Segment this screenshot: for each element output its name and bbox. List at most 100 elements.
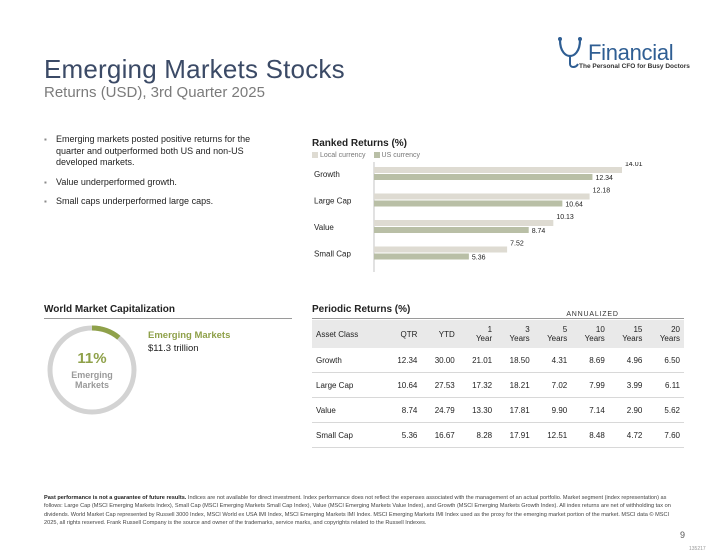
table-cell: 8.28 [458, 422, 497, 448]
bar-local [374, 220, 554, 226]
table-cell: 4.72 [608, 422, 647, 448]
table-row: Large Cap 10.64 27.53 17.32 18.21 7.02 7… [312, 372, 684, 398]
col-15-years: 15 Years [608, 320, 647, 348]
stethoscope-logo-icon [558, 37, 582, 68]
chart-legend: Local currency US currency [312, 152, 420, 159]
document-code: 135217 [689, 546, 706, 552]
bar-us [374, 200, 563, 207]
bar-us [374, 227, 529, 233]
summary-bullets: Emerging markets posted positive returns… [44, 134, 274, 216]
table-cell: 24.79 [421, 397, 459, 423]
periodic-returns-table: Asset Class QTR YTD 1 Year 3 Years 5 Years … [312, 320, 684, 448]
table-cell: 6.11 [646, 372, 684, 398]
table-cell: 21.01 [458, 348, 497, 373]
data-label: 7.52 [510, 241, 524, 248]
table-cell: 9.90 [533, 397, 572, 423]
ranked-returns-chart: Growth 14.01 12.34 Large Cap 12.18 10.64 Value… [314, 162, 643, 272]
emerging-markets-label: Emerging Markets [148, 330, 231, 341]
annualized-header: ANNUALIZED [566, 311, 619, 318]
legend-local-currency: Local currency [312, 152, 366, 159]
cell-asset-class: Small Cap [312, 422, 384, 448]
bar-local [374, 246, 508, 253]
col-5-years: 5 Years [533, 320, 572, 348]
cell-asset-class: Large Cap [312, 372, 384, 398]
world-market-cap-title: World Market Capitalization [44, 304, 175, 315]
table-cell: 4.31 [533, 348, 572, 373]
table-row: Value 8.74 24.79 13.30 17.81 9.90 7.14 2… [312, 397, 684, 423]
table-cell: 18.50 [496, 348, 534, 373]
page-number: 9 [680, 530, 686, 540]
table-cell: 18.21 [496, 372, 534, 398]
table-cell: 8.48 [571, 422, 609, 448]
cell-asset-class: Growth [312, 348, 384, 373]
table-row: Small Cap 5.36 16.67 8.28 17.91 12.51 8.… [312, 422, 684, 448]
table-cell: 7.02 [533, 372, 572, 398]
table-cell: 13.30 [458, 397, 497, 423]
table-cell: 30.00 [421, 348, 459, 373]
data-label: 8.74 [532, 228, 546, 235]
bullet-item: Value underperformed growth. [44, 177, 274, 189]
bullet-item: Emerging markets posted positive returns… [44, 134, 274, 169]
table-row: Growth 12.34 30.00 21.01 18.50 4.31 8.69… [312, 348, 684, 373]
table-cell: 12.51 [533, 422, 572, 448]
col-1-year: 1 Year [458, 320, 497, 348]
category-label: Growth [314, 170, 340, 179]
table-cell: 17.32 [458, 372, 497, 398]
col-ytd: YTD [421, 320, 459, 348]
col-20-years: 20 Years [646, 320, 684, 348]
disclosure-footnote: Past performance is not a guarantee of f… [44, 495, 671, 527]
section-divider [44, 318, 292, 319]
cell-asset-class: Value [312, 397, 384, 423]
col-10-years: 10 Years [571, 320, 609, 348]
donut-percent: 11% [77, 350, 107, 367]
col-asset-class: Asset Class [312, 320, 384, 348]
category-label: Large Cap [314, 197, 352, 206]
data-label: 12.34 [595, 175, 613, 182]
table-cell: 8.69 [571, 348, 609, 373]
table-cell: 5.36 [384, 422, 422, 448]
legend-swatch [373, 152, 380, 159]
logo-tagline: The Personal CFO for Busy Doctors [579, 63, 690, 70]
data-label: 14.01 [625, 162, 643, 168]
table-cell: 7.60 [646, 422, 684, 448]
data-label: 10.13 [556, 214, 574, 221]
table-cell: 5.62 [646, 397, 684, 423]
section-divider [312, 318, 684, 319]
logo-wordmark: Financial [588, 40, 674, 65]
donut-center-label: Emerging Markets [71, 370, 113, 390]
bar-local [374, 193, 590, 200]
col-qtr: QTR [384, 320, 422, 348]
table-cell: 6.50 [646, 348, 684, 373]
table-cell: 2.90 [608, 397, 647, 423]
table-cell: 12.34 [384, 348, 422, 373]
table-cell: 3.99 [608, 372, 647, 398]
category-label: Small Cap [314, 250, 351, 259]
ranked-returns-title: Ranked Returns (%) [312, 138, 408, 149]
table-header-row: Asset Class QTR YTD 1 Year 3 Years 5 Years … [312, 320, 684, 348]
bullet-item: Small caps underperformed large caps. [44, 196, 274, 208]
legend-swatch [312, 152, 318, 159]
market-cap-donut [47, 325, 137, 415]
bar-local [374, 167, 622, 173]
legend-us-currency: US currency [373, 152, 420, 159]
table-cell: 8.74 [384, 397, 422, 423]
data-label: 5.36 [472, 255, 486, 262]
data-label: 12.18 [593, 188, 611, 195]
page-subtitle: Returns (USD), 3rd Quarter 2025 [44, 84, 265, 101]
periodic-returns-title: Periodic Returns (%) [312, 304, 411, 315]
bar-us [374, 174, 593, 180]
bar-us [374, 253, 469, 260]
category-label: Value [314, 223, 334, 232]
col-3-years: 3 Years [496, 320, 534, 348]
table-cell: 17.81 [496, 397, 534, 423]
table-cell: 17.91 [496, 422, 534, 448]
emerging-markets-value: $11.3 trillion [148, 343, 199, 354]
table-cell: 10.64 [384, 372, 422, 398]
table-cell: 16.67 [421, 422, 459, 448]
table-cell: 4.96 [608, 348, 647, 373]
table-cell: 27.53 [421, 372, 459, 398]
table-cell: 7.99 [571, 372, 609, 398]
page-title: Emerging Markets Stocks [44, 54, 345, 84]
donut-emerging-arc [47, 325, 137, 415]
table-cell: 7.14 [571, 397, 609, 423]
